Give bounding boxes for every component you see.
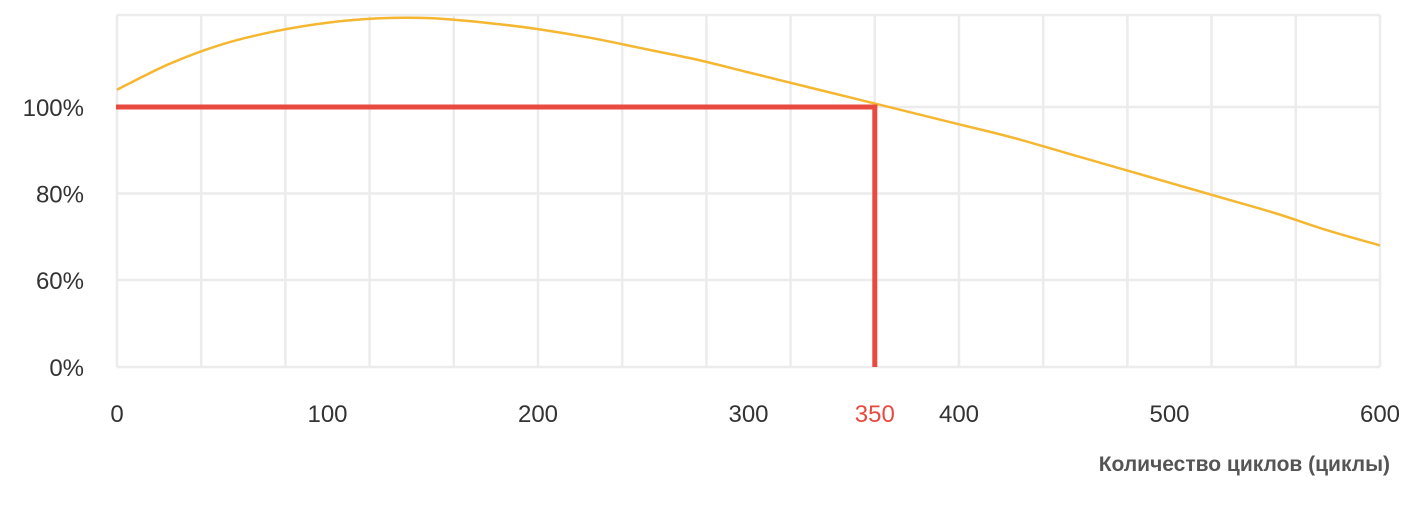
- x-axis-label: Количество циклов (циклы): [1099, 453, 1390, 476]
- x-marker-label: 350: [855, 401, 895, 428]
- series-layer: [116, 16, 1381, 247]
- grid: [115, 13, 1382, 369]
- y-tick-labels: 0% 60% 80% 100%: [23, 95, 84, 382]
- x-tick-label: 600: [1360, 401, 1400, 428]
- y-tick-label: 0%: [49, 355, 84, 382]
- x-tick-labels: 0 100 200 300 400 500 600 350: [110, 401, 1400, 428]
- x-tick-label: 500: [1149, 401, 1189, 428]
- series-line: [116, 16, 1381, 247]
- y-tick-label: 80%: [36, 182, 84, 209]
- y-tick-label: 100%: [23, 95, 84, 122]
- y-tick-label: 60%: [36, 268, 84, 295]
- x-tick-label: 0: [110, 401, 123, 428]
- x-tick-label: 300: [728, 401, 768, 428]
- x-tick-label: 100: [307, 401, 347, 428]
- annotation-layer: [116, 104, 878, 367]
- x-tick-label: 400: [939, 401, 979, 428]
- x-tick-label: 200: [518, 401, 558, 428]
